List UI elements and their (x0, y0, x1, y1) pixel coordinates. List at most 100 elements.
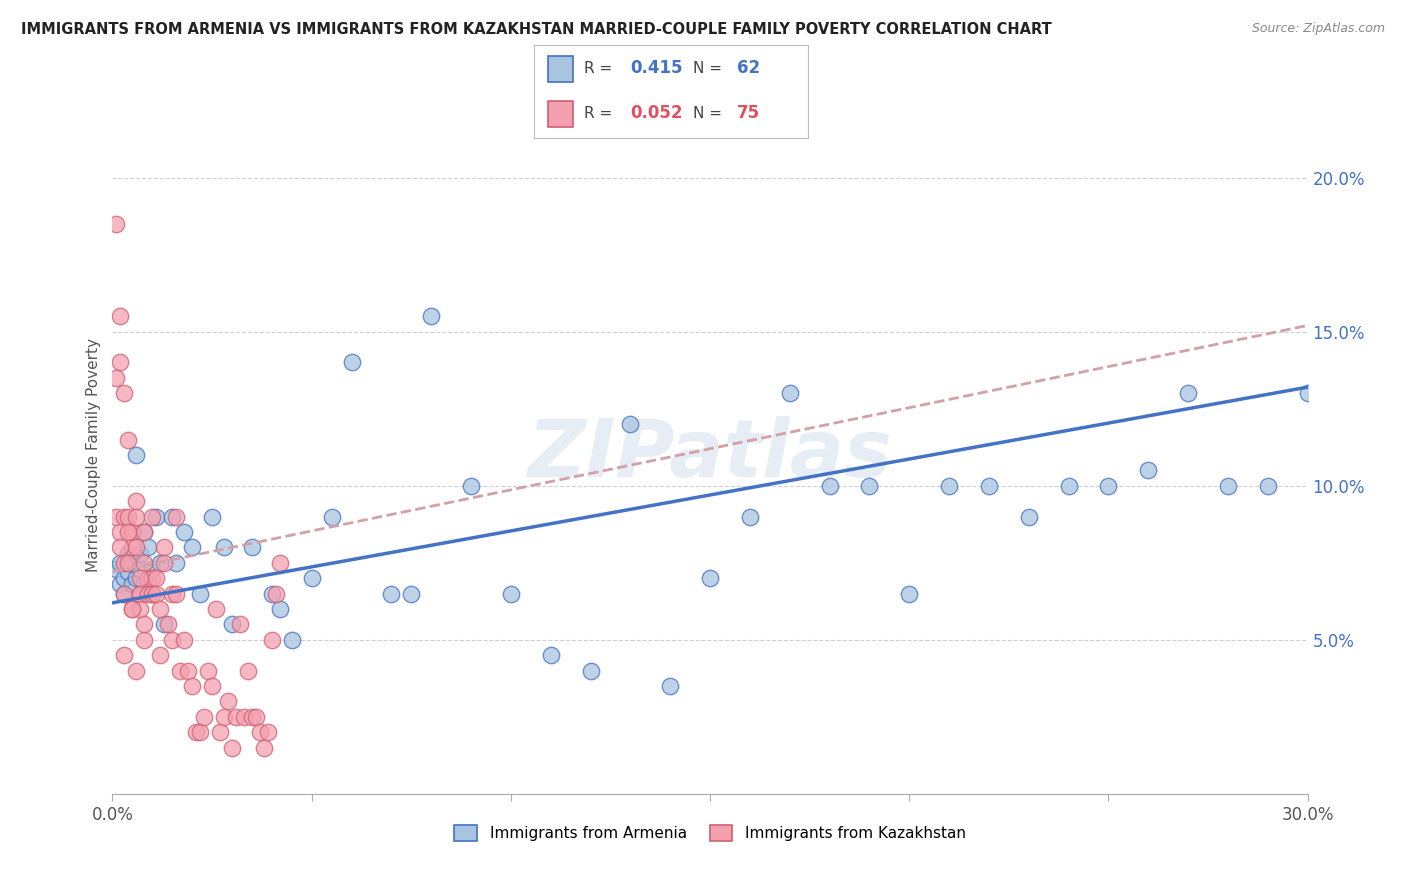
Point (188, 586, 211, 600)
Point (125, 448, 148, 462)
Point (260, 586, 283, 600)
Point (105, 509, 128, 524)
FancyBboxPatch shape (548, 101, 572, 127)
Point (162, 632, 183, 647)
Point (110, 541, 132, 555)
Point (173, 524, 195, 539)
Point (105, 217, 128, 231)
Text: 0.415: 0.415 (630, 60, 683, 78)
Point (301, 571, 323, 585)
Point (281, 632, 304, 647)
Point (134, 524, 156, 539)
Point (129, 586, 152, 600)
Point (269, 556, 291, 570)
Point (1257, 479, 1279, 493)
Point (110, 556, 132, 570)
Point (141, 509, 163, 524)
Point (217, 694, 239, 708)
Point (153, 556, 176, 570)
Point (380, 586, 402, 600)
Point (145, 586, 167, 600)
Point (245, 710, 267, 724)
Point (249, 725, 271, 739)
Point (129, 571, 152, 585)
Point (340, 355, 363, 369)
Text: R =: R = (583, 106, 617, 121)
Point (110, 577, 132, 591)
Point (977, 479, 1000, 493)
Text: 0.052: 0.052 (630, 104, 683, 122)
Text: 75: 75 (737, 104, 761, 122)
Point (134, 632, 156, 647)
Point (125, 509, 148, 524)
Point (181, 541, 204, 555)
Point (138, 577, 160, 591)
Point (114, 556, 135, 570)
Point (125, 494, 148, 508)
Point (938, 479, 960, 493)
Text: N =: N = (693, 106, 727, 121)
Point (114, 648, 135, 663)
Point (141, 562, 163, 576)
Y-axis label: Married-Couple Family Poverty: Married-Couple Family Poverty (86, 338, 101, 572)
Point (165, 509, 187, 524)
Point (121, 602, 143, 616)
Point (121, 556, 143, 570)
Point (240, 541, 263, 555)
Point (420, 310, 443, 324)
Point (141, 586, 163, 600)
Point (1097, 479, 1119, 493)
Point (1018, 509, 1040, 524)
Text: N =: N = (693, 61, 727, 76)
Point (117, 556, 139, 570)
Point (236, 664, 259, 678)
Point (193, 710, 215, 724)
Point (858, 479, 880, 493)
Point (165, 556, 187, 570)
Point (125, 571, 148, 585)
Point (205, 602, 228, 616)
Point (221, 617, 243, 632)
FancyBboxPatch shape (548, 56, 572, 82)
Point (110, 355, 132, 369)
Point (1057, 479, 1080, 493)
Point (117, 565, 139, 579)
Point (579, 664, 602, 678)
Point (186, 725, 208, 739)
Point (1137, 463, 1160, 477)
Point (699, 571, 721, 585)
Point (105, 562, 128, 576)
Point (121, 524, 143, 539)
Point (149, 648, 172, 663)
Point (157, 617, 180, 632)
Point (105, 371, 128, 385)
Point (141, 571, 163, 585)
Point (1216, 479, 1239, 493)
Point (738, 509, 761, 524)
Point (540, 648, 562, 663)
Point (401, 586, 423, 600)
Point (114, 571, 135, 585)
Point (188, 725, 211, 739)
Point (114, 586, 135, 600)
Point (153, 541, 176, 555)
Point (169, 664, 191, 678)
Point (460, 479, 482, 493)
Point (121, 577, 143, 591)
Point (257, 725, 280, 739)
Point (138, 571, 160, 585)
Point (229, 617, 252, 632)
Point (117, 433, 139, 447)
Point (209, 725, 232, 739)
Point (162, 586, 183, 600)
Point (201, 679, 224, 693)
Point (114, 586, 135, 600)
Point (138, 541, 160, 555)
Point (114, 509, 135, 524)
Point (134, 577, 156, 591)
Point (149, 556, 172, 570)
Point (117, 547, 139, 561)
Point (233, 710, 256, 724)
Point (818, 479, 841, 493)
Point (145, 509, 167, 524)
